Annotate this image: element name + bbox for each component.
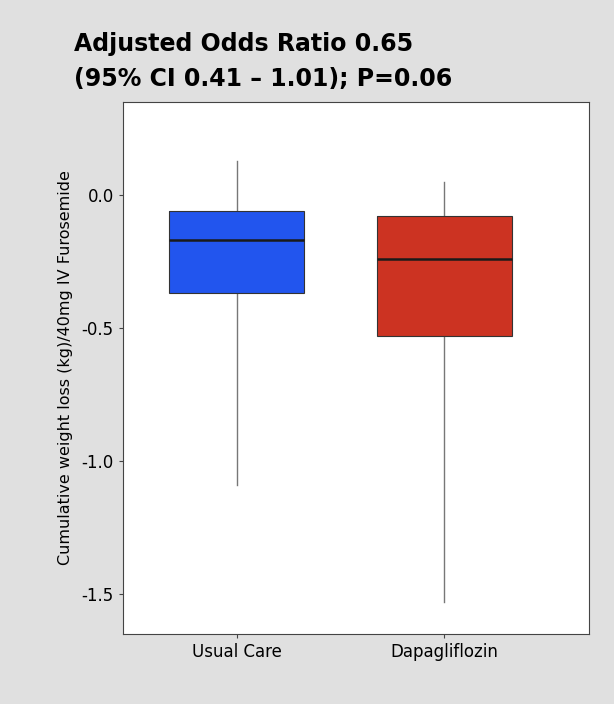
Bar [377,216,511,336]
Bar [169,211,305,294]
Bar [377,216,511,336]
Text: Adjusted Odds Ratio 0.65: Adjusted Odds Ratio 0.65 [74,32,413,56]
Y-axis label: Cumulative weight loss (kg)/40mg IV Furosemide: Cumulative weight loss (kg)/40mg IV Furo… [58,170,73,565]
Bar [169,211,305,294]
Text: (95% CI 0.41 – 1.01); P=0.06: (95% CI 0.41 – 1.01); P=0.06 [74,67,452,91]
